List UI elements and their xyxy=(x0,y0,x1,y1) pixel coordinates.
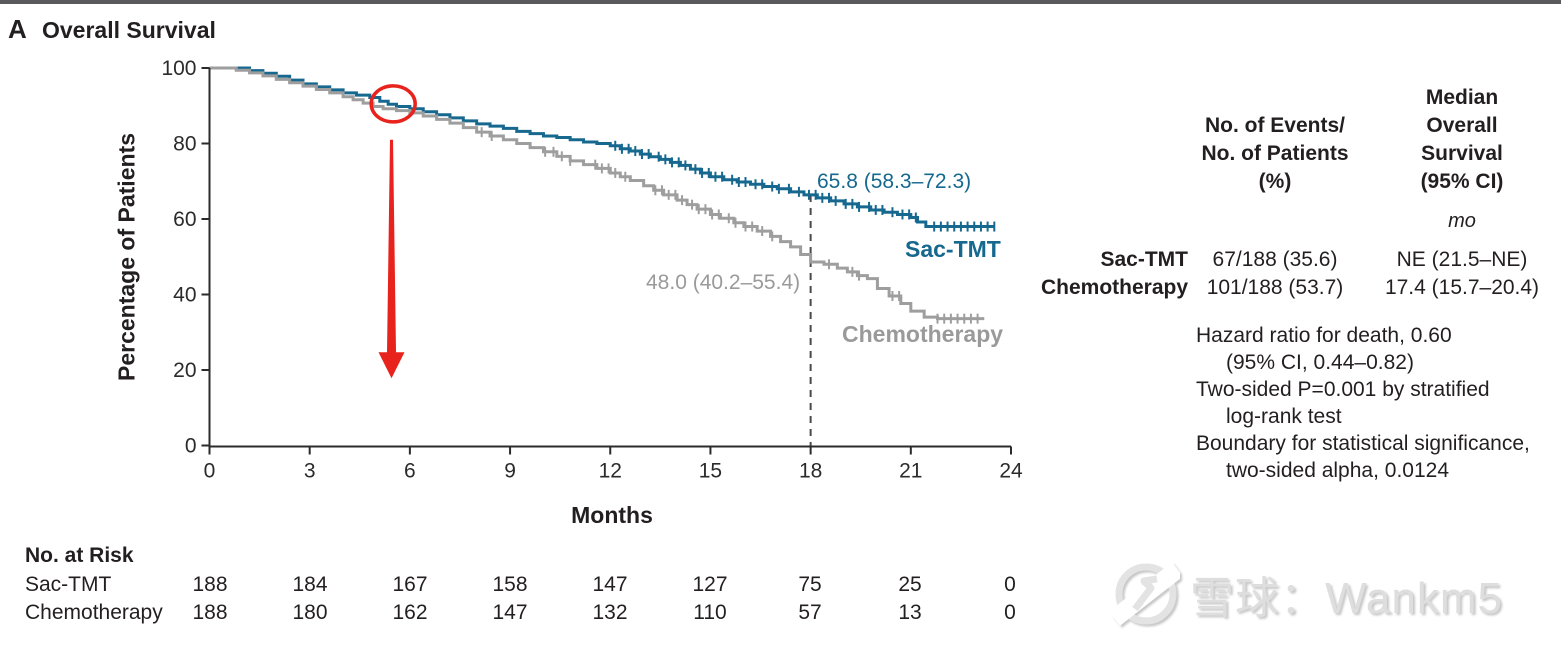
panel-letter: A xyxy=(8,14,27,44)
svg-text:40: 40 xyxy=(173,284,196,307)
svg-text:80: 80 xyxy=(173,133,196,156)
svg-text:3: 3 xyxy=(304,460,316,483)
svg-text:21: 21 xyxy=(899,460,922,483)
risk-count: 127 xyxy=(692,573,728,596)
red-circle-annotation xyxy=(369,84,417,124)
chemo-18mo-rate-label: 48.0 (40.2–55.4) xyxy=(646,271,801,294)
red-arrow-annotation xyxy=(378,139,405,379)
p-value-line: Two-sided P=0.001 by stratified xyxy=(1196,378,1490,401)
risk-count: 13 xyxy=(898,601,922,624)
sac-tmt-18mo-rate-label: 65.8 (58.3–72.3) xyxy=(817,170,972,193)
boundary-line: Boundary for statistical significance, xyxy=(1196,432,1530,455)
svg-text:6: 6 xyxy=(404,460,416,483)
risk-count: 188 xyxy=(192,573,228,596)
risk-count: 75 xyxy=(798,573,822,596)
risk-table-header: No. at Risk xyxy=(25,544,134,567)
hazard-ratio-line: Hazard ratio for death, 0.60 xyxy=(1196,324,1452,347)
sac-tmt-curve-label: Sac-TMT xyxy=(905,236,1001,262)
top-divider-bar xyxy=(0,0,1561,4)
risk-count: 184 xyxy=(292,573,328,596)
watermark: 雪球：Wankm5 xyxy=(1112,560,1503,628)
y-axis-label: Percentage of Patients xyxy=(113,133,140,381)
svg-text:100: 100 xyxy=(161,57,196,80)
risk-count: 188 xyxy=(192,601,228,624)
statistics-text: Hazard ratio for death, 0.60 (95% CI, 0.… xyxy=(1196,322,1561,484)
risk-count: 110 xyxy=(693,601,727,624)
summary-row-label-sac: Sac-TMT xyxy=(1100,248,1188,271)
median-column-header: Median Overall Survival (95% CI) xyxy=(1420,86,1504,193)
svg-text:12: 12 xyxy=(599,460,622,483)
risk-count: 25 xyxy=(898,573,922,596)
events-value-sac: 67/188 (35.6) xyxy=(1212,248,1338,271)
svg-text:15: 15 xyxy=(699,460,722,483)
events-column-header: No. of Events/ No. of Patients (%) xyxy=(1201,114,1349,193)
svg-text:9: 9 xyxy=(504,460,516,483)
risk-row-label-sac: Sac-TMT xyxy=(25,573,112,596)
svg-text:0: 0 xyxy=(185,435,197,458)
chemotherapy-curve xyxy=(209,66,985,324)
svg-text:60: 60 xyxy=(173,208,196,231)
risk-count: 167 xyxy=(392,573,428,596)
logrank-line: log-rank test xyxy=(1226,405,1342,428)
risk-count: 0 xyxy=(1004,573,1016,596)
unit-label: mo xyxy=(1448,210,1476,232)
risk-count: 0 xyxy=(1004,601,1016,624)
risk-count: 57 xyxy=(798,601,822,624)
risk-count: 132 xyxy=(592,601,628,624)
sac-tmt-curve xyxy=(209,66,996,232)
axes: 0 20 40 60 80 100 0 3 6 9 12 15 18 21 24 xyxy=(161,57,1023,483)
svg-text:0: 0 xyxy=(204,460,216,483)
page-title: Overall Survival xyxy=(42,17,216,43)
risk-count: 147 xyxy=(592,573,628,596)
risk-count: 180 xyxy=(292,601,328,624)
hazard-ratio-ci-line: (95% CI, 0.44–0.82) xyxy=(1226,351,1414,374)
chemo-curve-label: Chemotherapy xyxy=(842,321,1004,347)
svg-text:24: 24 xyxy=(999,460,1023,483)
events-value-chemo: 101/188 (53.7) xyxy=(1206,276,1344,299)
watermark-text: 雪球：Wankm5 xyxy=(1190,574,1503,623)
risk-count: 158 xyxy=(492,573,528,596)
svg-text:18: 18 xyxy=(799,460,822,483)
risk-count: 147 xyxy=(492,601,528,624)
median-value-sac: NE (21.5–NE) xyxy=(1396,248,1528,271)
svg-text:20: 20 xyxy=(173,359,196,382)
risk-count: 162 xyxy=(392,601,428,624)
xueqiu-logo-icon xyxy=(1112,562,1180,626)
summary-row-label-chemo: Chemotherapy xyxy=(1040,276,1188,299)
risk-row-label-chemo: Chemotherapy xyxy=(25,601,163,624)
alpha-line: two-sided alpha, 0.0124 xyxy=(1226,459,1449,482)
x-axis-label: Months xyxy=(571,502,653,528)
median-value-chemo: 17.4 (15.7–20.4) xyxy=(1384,276,1540,299)
